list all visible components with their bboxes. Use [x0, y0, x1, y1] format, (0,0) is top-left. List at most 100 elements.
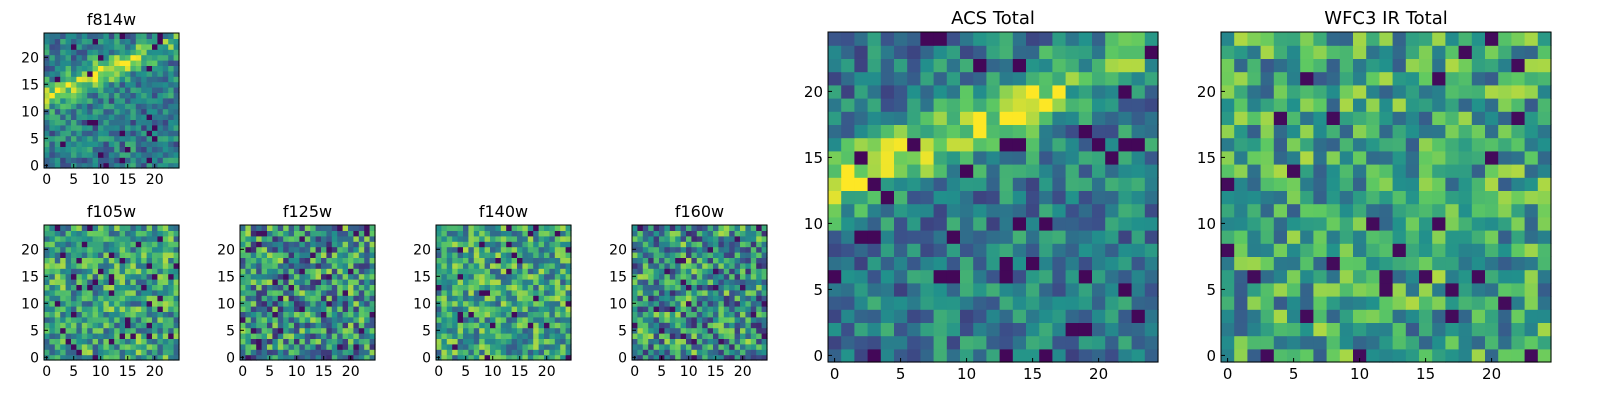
heatmap-cell: [146, 257, 153, 264]
heatmap-cell: [92, 124, 99, 131]
heatmap-cell: [664, 349, 671, 356]
heatmap-cell: [560, 333, 567, 339]
heatmap-cell: [173, 76, 180, 83]
heatmap-cell: [288, 279, 295, 285]
heatmap-cell: [152, 87, 158, 93]
heatmap-cell: [723, 252, 730, 258]
heatmap-cell: [1247, 32, 1262, 46]
heatmap-cell: [867, 98, 882, 112]
heatmap-cell: [146, 70, 153, 77]
heatmap-cell: [76, 114, 83, 120]
heatmap-cell: [173, 33, 180, 39]
heatmap-cell: [446, 252, 453, 258]
heatmap-cell: [98, 322, 104, 329]
heatmap-cell: [1405, 190, 1420, 205]
x-tick-label: 5: [69, 364, 78, 380]
heatmap-cell: [310, 225, 317, 231]
heatmap-cell: [162, 252, 169, 258]
heatmap-cell: [637, 241, 644, 248]
heatmap-cell: [1485, 282, 1499, 297]
heatmap-cell: [1287, 111, 1301, 125]
heatmap-cell: [125, 306, 131, 312]
heatmap-cell: [315, 268, 322, 275]
heatmap-cell: [565, 289, 572, 296]
y-tick-label: 10: [413, 296, 431, 312]
heatmap-cell: [960, 32, 974, 46]
heatmap-cell: [500, 322, 507, 329]
heatmap-cell: [1078, 137, 1093, 152]
heatmap-cell: [986, 190, 1001, 205]
heatmap-cell: [1339, 71, 1354, 86]
heatmap-cell: [554, 246, 561, 253]
heatmap-cell: [125, 230, 131, 237]
heatmap-cell: [642, 273, 649, 280]
heatmap-cell: [250, 295, 257, 302]
heatmap-cell: [49, 60, 56, 66]
heatmap-cell: [691, 338, 698, 345]
heatmap-cell: [1118, 137, 1133, 152]
heatmap-cell: [1234, 177, 1248, 191]
heatmap-cell: [565, 349, 572, 356]
heatmap-cell: [1511, 335, 1526, 350]
heatmap-cell: [98, 65, 104, 72]
x-tick-label: 0: [42, 172, 51, 188]
heatmap-cell: [538, 230, 545, 237]
heatmap-cell: [653, 262, 660, 269]
heatmap-cell: [500, 284, 507, 291]
heatmap-cell: [1524, 58, 1539, 73]
heatmap-cell: [135, 235, 142, 242]
heatmap-cell: [1432, 243, 1446, 257]
heatmap-cell: [463, 327, 469, 334]
heatmap-cell: [1026, 348, 1040, 363]
heatmap-cell: [1078, 177, 1093, 191]
heatmap-cell: [245, 295, 252, 302]
heatmap-cell: [740, 225, 746, 231]
heatmap-cell: [1052, 243, 1067, 257]
heatmap-cell: [933, 150, 948, 165]
heatmap-cell: [1524, 137, 1539, 152]
heatmap-cell: [484, 279, 491, 285]
heatmap-cell: [130, 38, 137, 45]
heatmap-cell: [1287, 309, 1301, 323]
heatmap-cell: [669, 354, 676, 361]
heatmap-cell: [734, 327, 741, 334]
heatmap-cell: [125, 333, 131, 339]
heatmap-cell: [1366, 269, 1380, 284]
heatmap-cell: [549, 241, 556, 248]
heatmap-cell: [87, 354, 94, 361]
heatmap-cell: [146, 65, 153, 72]
heatmap-cell: [1471, 296, 1486, 310]
heatmap-cell: [331, 257, 338, 264]
heatmap-cell: [261, 349, 268, 356]
heatmap-cell: [960, 269, 974, 284]
heatmap-cell: [103, 54, 110, 61]
heatmap-cell: [436, 316, 442, 323]
heatmap-cell: [157, 338, 164, 345]
heatmap-cell: [828, 216, 842, 231]
heatmap-cell: [272, 246, 279, 253]
heatmap-cell: [1511, 137, 1526, 152]
heatmap-cell: [1511, 230, 1526, 244]
heatmap-cell: [920, 124, 935, 139]
heatmap-cell: [277, 257, 284, 264]
y-tick-label: 10: [609, 296, 627, 312]
heatmap-cell: [141, 311, 148, 318]
heatmap-cell: [686, 273, 692, 280]
heatmap-cell: [1092, 335, 1106, 350]
heatmap-cell: [1052, 322, 1067, 337]
heatmap-cell: [152, 103, 158, 110]
heatmap-cell: [1287, 296, 1301, 310]
heatmap-cell: [707, 235, 714, 242]
heatmap-cell: [1092, 243, 1106, 257]
heatmap-cell: [152, 76, 158, 83]
heatmap-cell: [745, 246, 752, 253]
heatmap-cell: [283, 316, 290, 323]
heatmap-cell: [718, 311, 725, 318]
heatmap-cell: [157, 354, 164, 361]
heatmap-cell: [114, 349, 121, 356]
heatmap-cell: [517, 311, 523, 318]
heatmap-cell: [637, 300, 644, 307]
heatmap-cell: [98, 130, 104, 137]
heatmap-cell: [500, 338, 507, 345]
heatmap-cell: [1379, 322, 1394, 337]
